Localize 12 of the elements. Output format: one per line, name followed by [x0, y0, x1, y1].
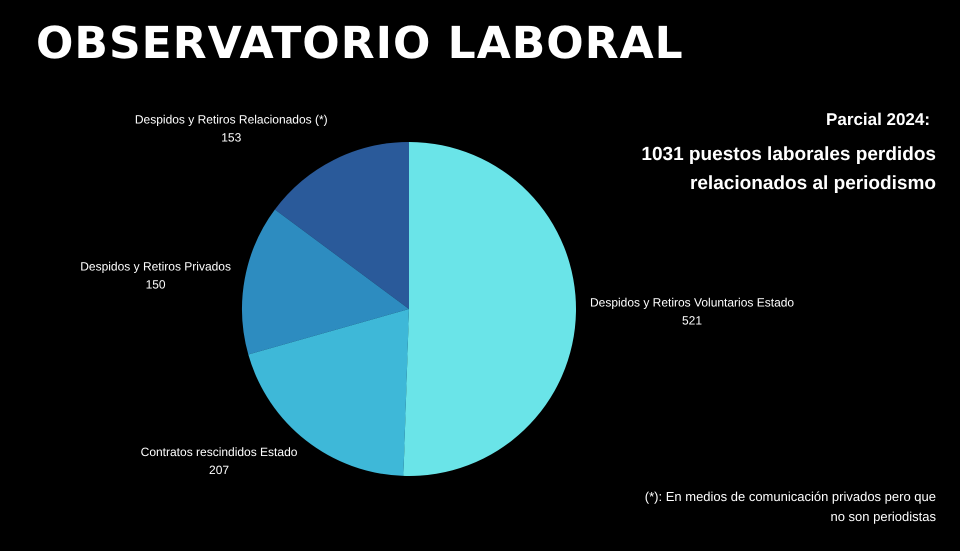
data-label: 153: [221, 130, 242, 145]
text: 1031 puestos laborales perdidos relacionados al periodismo: [640, 143, 936, 196]
slice-label: Contratos rescindidos Estado: [140, 444, 298, 459]
chart-title: OBSERVATORIO LABORAL: [36, 18, 684, 69]
slice-label: Despidos y Retiros Privados: [80, 260, 231, 274]
text: Parcial 2024:: [826, 110, 930, 130]
data-label: 521: [682, 313, 702, 328]
slice-label: Despidos y Retiros Relacionados (*): [134, 112, 328, 127]
data-label: 150: [146, 278, 166, 292]
data-label: 207: [209, 462, 230, 477]
slice-label: Despidos y Retiros Voluntarios Estado: [590, 295, 794, 310]
text: (*): En medios de comunicación privados pero que no son periodistas: [644, 488, 936, 526]
